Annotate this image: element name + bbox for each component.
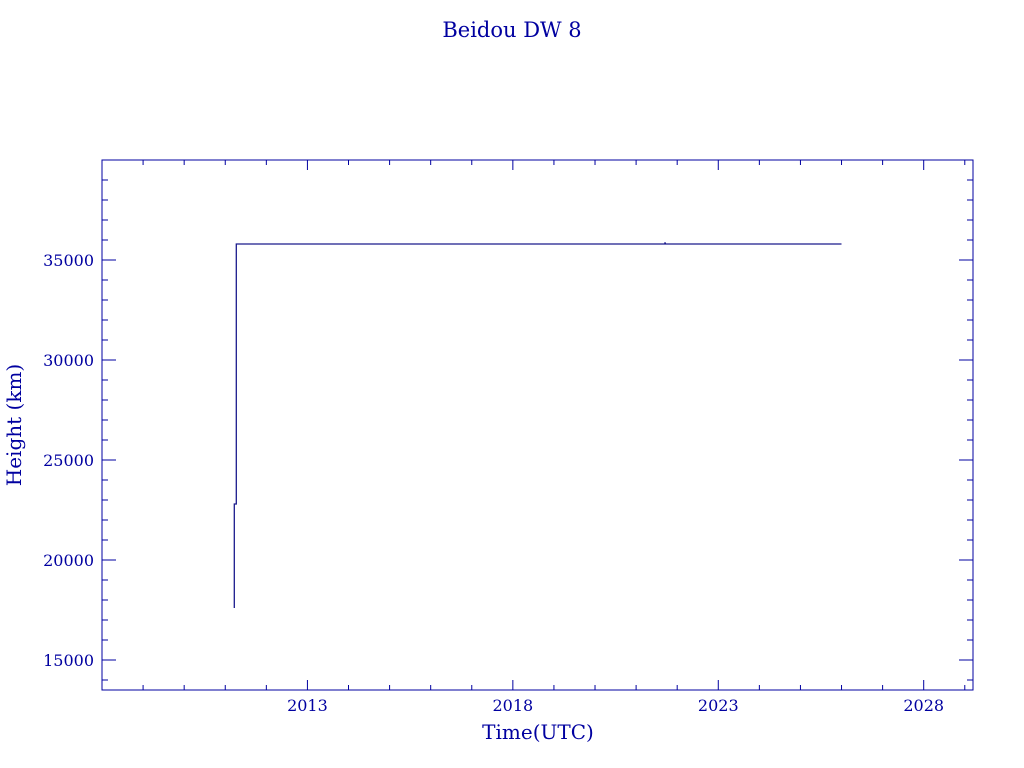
- series-line: [233, 242, 842, 608]
- y-tick-label: 35000: [43, 251, 94, 270]
- x-axis-label: Time(UTC): [482, 720, 594, 744]
- y-tick-label: 25000: [43, 451, 94, 470]
- chart-title: Beidou DW 8: [442, 18, 581, 42]
- series-group: [233, 242, 842, 608]
- plot-frame: [101, 159, 974, 691]
- x-tick-label: 2018: [492, 696, 533, 715]
- y-tick-label: 15000: [43, 651, 94, 670]
- x-tick-label: 2013: [287, 696, 328, 715]
- axis-ticks: [101, 159, 973, 690]
- x-tick-label: 2028: [903, 696, 944, 715]
- tick-labels: 2013 2018 2023 2028 15000 20000 25000 30000 3500…: [43, 251, 944, 715]
- x-tick-label: 2023: [698, 696, 739, 715]
- y-tick-label: 30000: [43, 351, 94, 370]
- y-tick-label: 20000: [43, 551, 94, 570]
- y-axis-label: Height (km): [2, 364, 26, 486]
